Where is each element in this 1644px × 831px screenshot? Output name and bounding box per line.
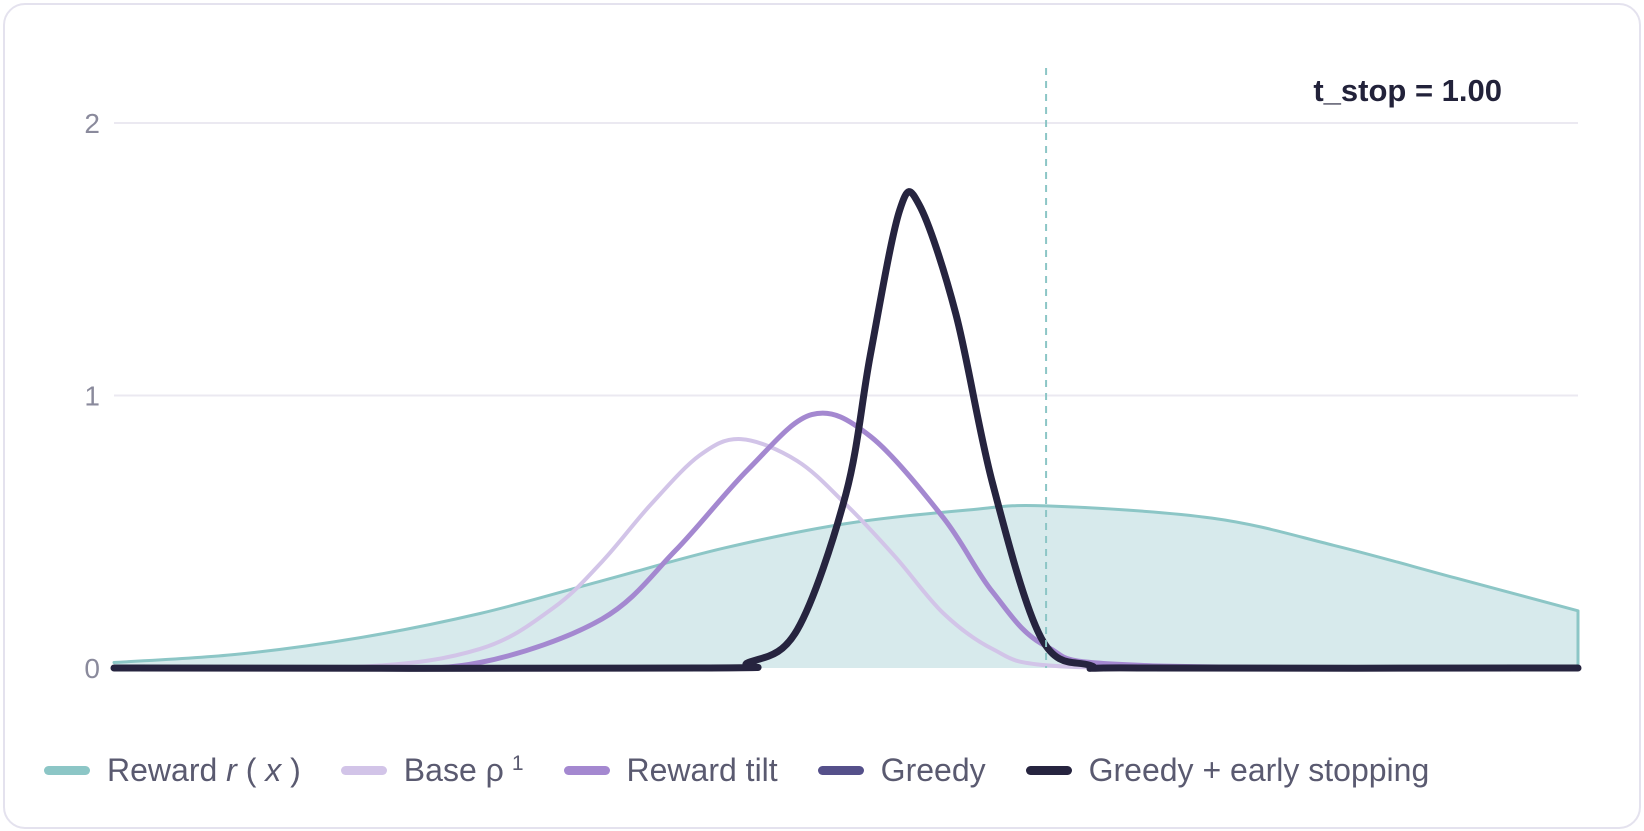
series-line-reward <box>112 504 1580 664</box>
legend-label-greedy-stop: Greedy + early stopping <box>1088 751 1430 788</box>
y-tick-label: 0 <box>84 653 100 684</box>
legend-label-greedy: Greedy <box>880 751 986 788</box>
legend-swatch-greedy-stop <box>1025 765 1072 775</box>
legend-item-greedy[interactable]: Greedy <box>817 751 986 789</box>
legend-swatch-reward <box>44 765 90 775</box>
y-tick-labels: 0 1 2 <box>84 108 100 684</box>
series-line-greedy_stop <box>110 188 1582 672</box>
grid-lines <box>114 122 1578 397</box>
legend-label-reward: Reward r ( x ) <box>107 751 301 788</box>
y-tick-label: 1 <box>84 381 100 412</box>
legend-swatch-base <box>340 765 387 775</box>
legend-item-tilt[interactable]: Reward tilt <box>563 751 778 789</box>
legend-item-greedy-stop[interactable]: Greedy + early stopping <box>1025 751 1430 789</box>
legend-label-tilt: Reward tilt <box>626 751 778 788</box>
y-tick-label: 2 <box>84 108 100 139</box>
series-layer <box>110 188 1582 672</box>
legend-swatch-greedy <box>817 765 864 775</box>
legend-item-reward[interactable]: Reward r ( x ) <box>44 752 301 789</box>
chart-card <box>3 3 1641 829</box>
series-area-reward <box>114 505 1578 668</box>
stop-time-annotation: t_stop = 1.00 <box>1313 73 1502 108</box>
legend-swatch-tilt <box>563 765 610 775</box>
